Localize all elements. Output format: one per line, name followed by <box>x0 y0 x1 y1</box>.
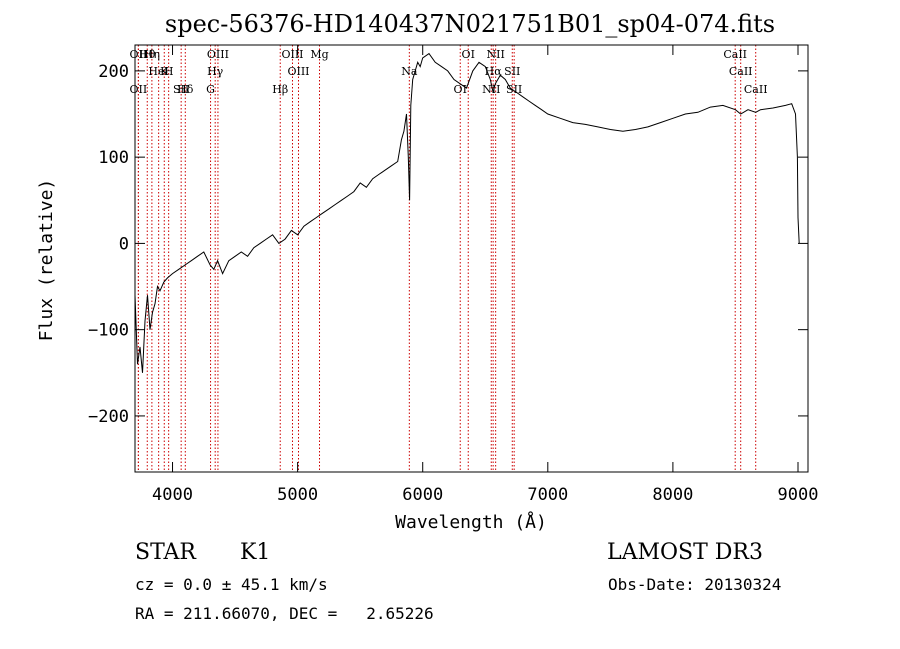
line-marker-label: CaII <box>729 65 753 78</box>
y-tick-label: −200 <box>88 407 129 427</box>
object-subclass: K1 <box>240 540 271 565</box>
chart-title: spec-56376-HD140437N021751B01_sp04-074.f… <box>165 10 775 38</box>
object-class: STAR <box>135 540 196 565</box>
line-marker-label: OIII <box>287 65 309 78</box>
line-marker-label: HeI <box>148 65 168 78</box>
line-marker-label: SII <box>504 65 520 78</box>
line-marker-label: NII <box>482 83 500 96</box>
spectrum-chart: spec-56376-HD140437N021751B01_sp04-074.f… <box>36 10 818 533</box>
y-tick-label: 0 <box>119 234 129 254</box>
line-marker-label: Mg <box>310 48 328 61</box>
x-axis-label: Wavelength (Å) <box>395 511 547 533</box>
x-tick-label: 9000 <box>778 485 819 505</box>
line-marker-label: Hθ <box>139 48 156 61</box>
line-marker-label: OI <box>462 48 475 61</box>
line-marker-label: Hβ <box>272 83 288 96</box>
line-marker-label: CaII <box>744 83 768 96</box>
line-marker-label: Hδ <box>177 83 194 96</box>
line-marker-label: NII <box>486 48 504 61</box>
line-marker-label: SII <box>173 83 189 96</box>
ra-dec-readout: RA = 211.66070, DEC = 2.65226 <box>135 604 434 623</box>
x-tick-label: 8000 <box>652 485 693 505</box>
y-tick-label: 100 <box>98 148 129 168</box>
x-tick-label: 6000 <box>402 485 443 505</box>
redshift-readout: cz = 0.0 ± 45.1 km/s <box>135 575 328 594</box>
x-tick-label: 7000 <box>527 485 568 505</box>
line-marker-label: CaII <box>723 48 747 61</box>
line-marker-labels: HθKHδOIIHeISIIOIIIHγOIIHηHGOIIIOIIIHβMgN… <box>130 48 768 96</box>
x-tick-label: 4000 <box>152 485 193 505</box>
flux-series-line <box>134 52 800 373</box>
line-marker-label: OI <box>454 83 467 96</box>
y-tick-label: 200 <box>98 62 129 82</box>
line-marker-label: Hα <box>485 65 503 78</box>
line-marker-label: OII <box>130 83 148 96</box>
line-marker-label: Hγ <box>207 65 224 78</box>
plot-frame <box>134 44 809 473</box>
obs-date: Obs-Date: 20130324 <box>608 575 782 594</box>
y-axis-ticks: −200 −100 0 100 200 <box>88 62 808 427</box>
line-marker-label: Hη <box>144 48 160 61</box>
line-marker-label: SII <box>506 83 522 96</box>
line-marker-label: OIII <box>207 48 229 61</box>
line-markers <box>137 45 757 472</box>
line-marker-label: K <box>160 65 169 78</box>
x-axis-ticks: 4000 5000 6000 7000 8000 9000 <box>152 45 818 505</box>
x-tick-label: 5000 <box>277 485 318 505</box>
line-marker-label: H <box>164 65 174 78</box>
y-axis-label: Flux (relative) <box>36 179 57 342</box>
y-tick-label: −100 <box>88 321 129 341</box>
line-marker-label: OIII <box>281 48 303 61</box>
line-marker-label: OII <box>130 48 148 61</box>
line-marker-label: G <box>206 83 215 96</box>
survey-name: LAMOST DR3 <box>607 540 763 565</box>
